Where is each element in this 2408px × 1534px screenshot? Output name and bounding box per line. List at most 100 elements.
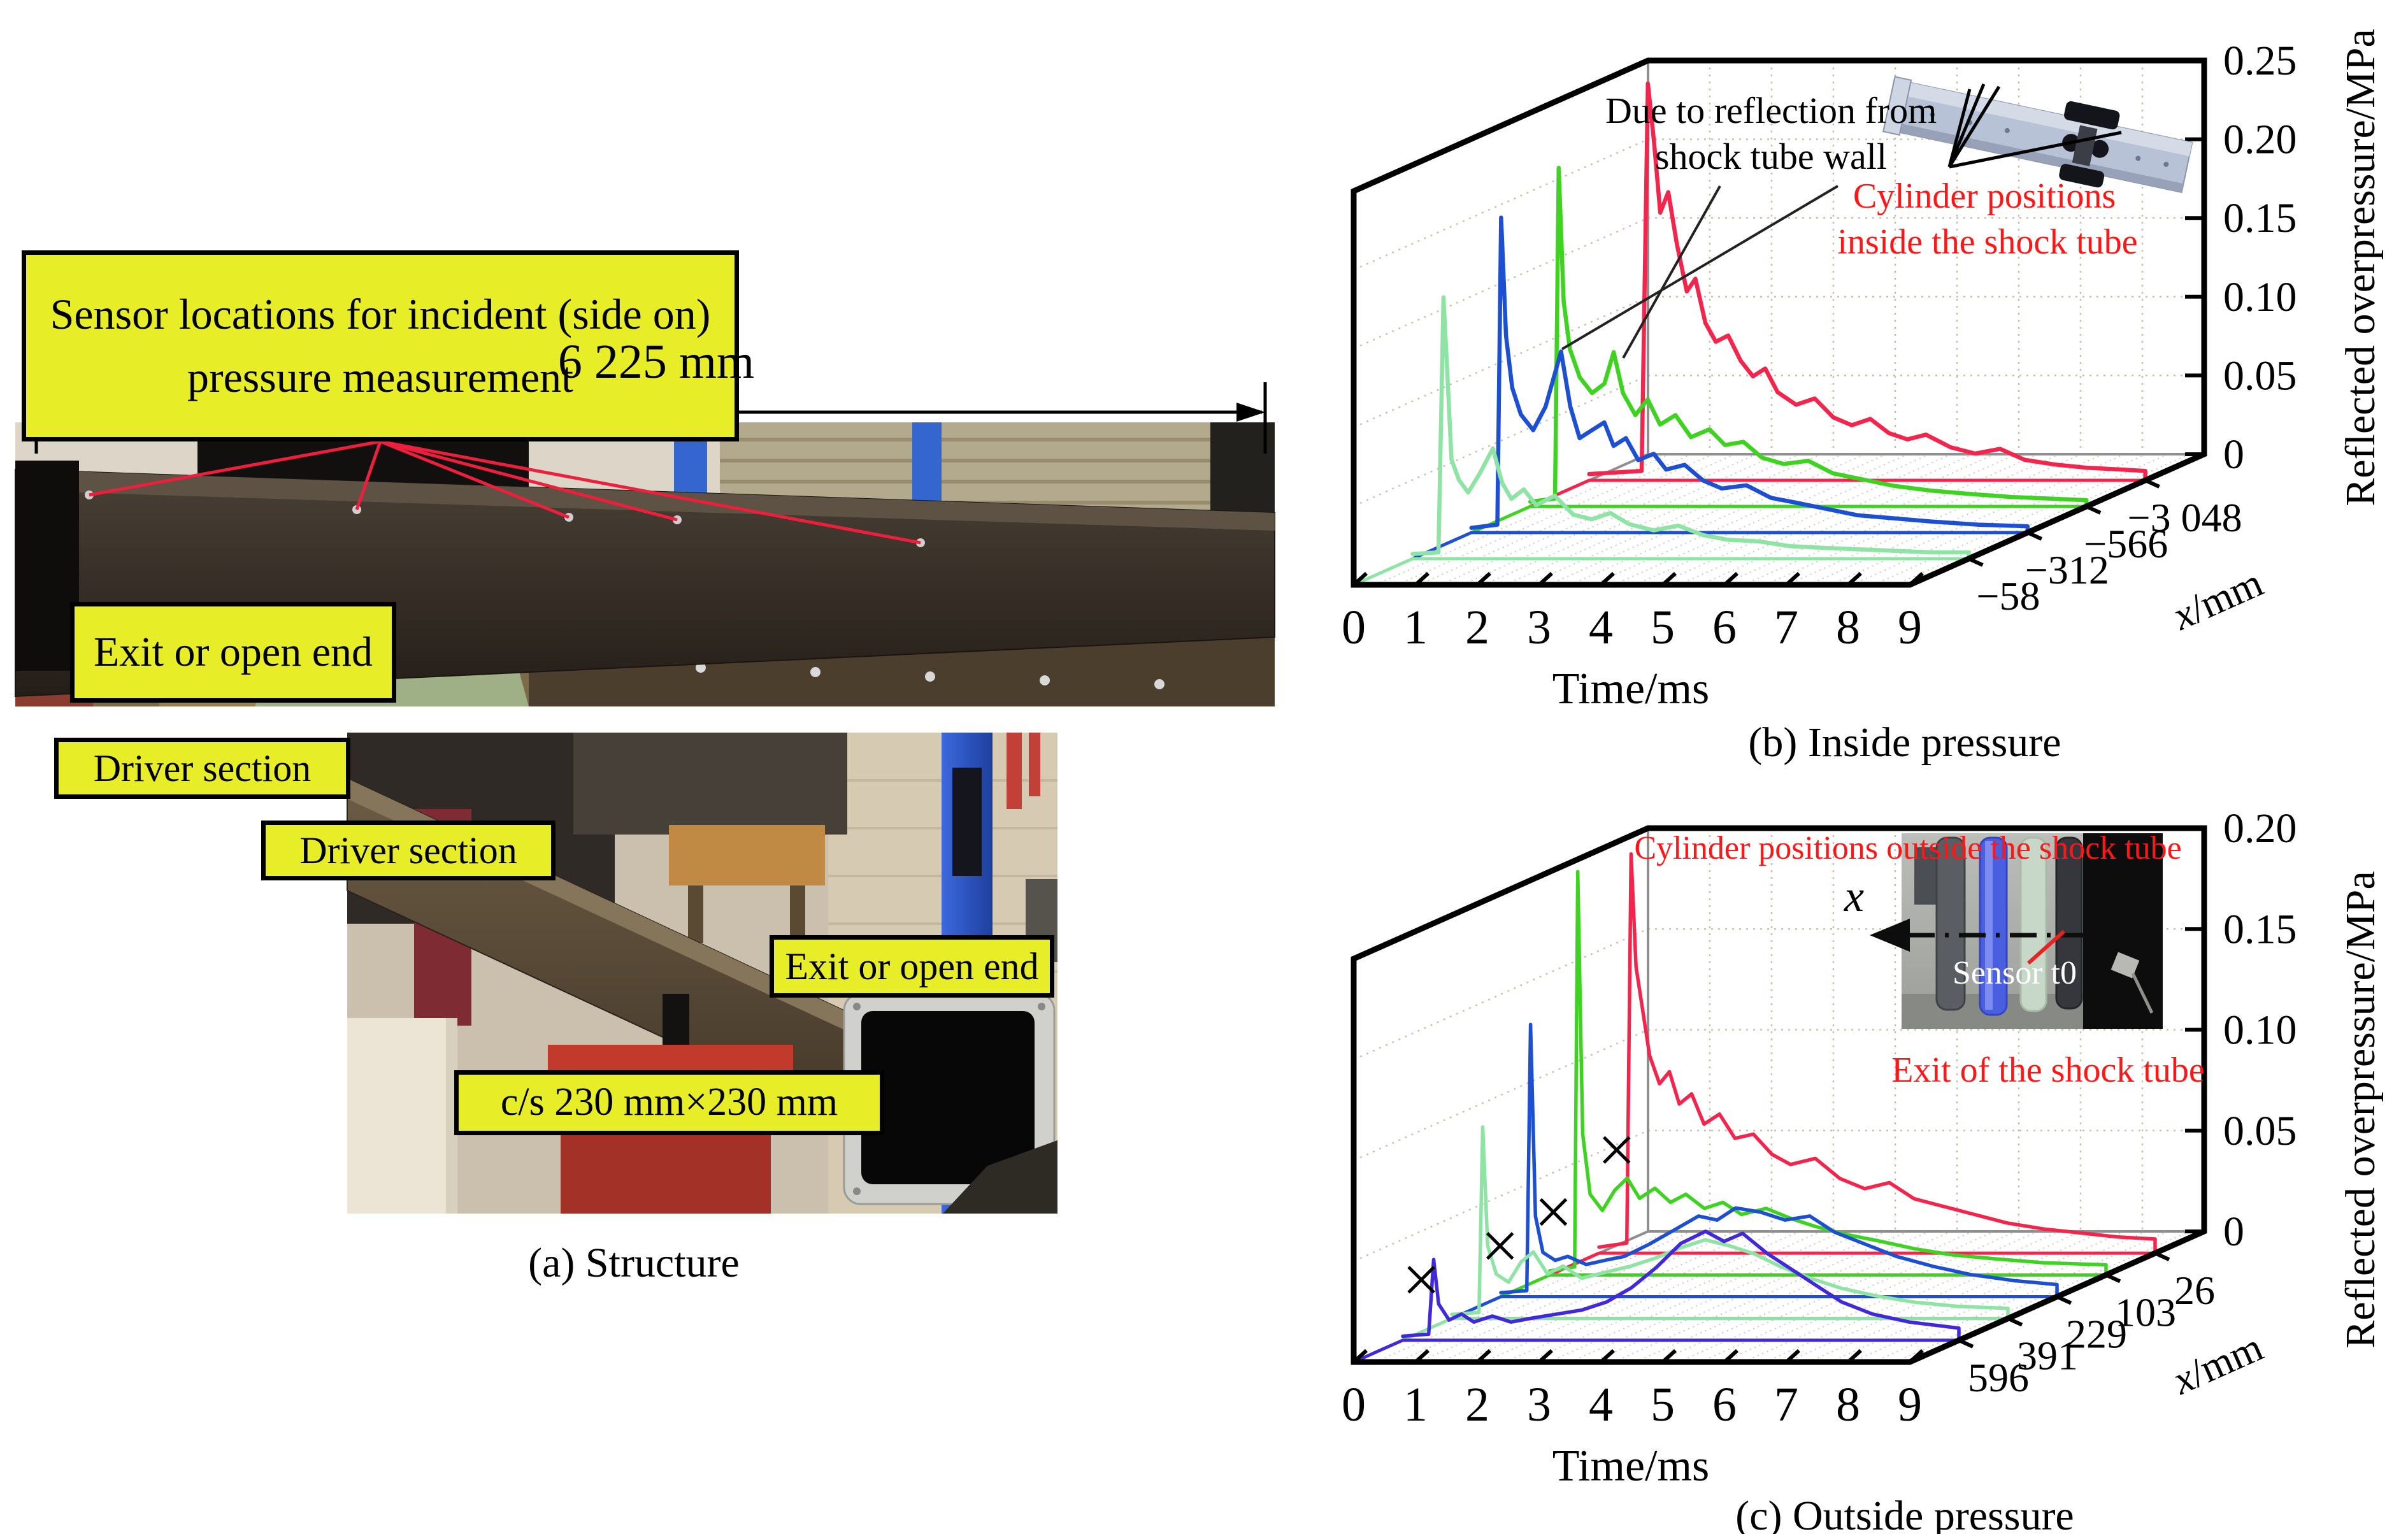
cross-section-label: c/s 230 mm×230 mm [454, 1070, 884, 1135]
inset-c-sensor-label: Sensor t0 [1953, 955, 2077, 991]
time-tick-label: 1 [1403, 601, 1428, 654]
time-tick-label: 7 [1774, 1378, 1798, 1431]
depth-axis-label: x/mm [2165, 559, 2269, 639]
y-axis-label-b: Reflected overpressure/MPa [2337, 29, 2384, 506]
inset-b-caption-line1: Cylinder positions [1853, 176, 2116, 216]
x-marker [1602, 1136, 1631, 1164]
z-tick-label: 0.20 [2223, 805, 2297, 852]
cylinder-1 [1935, 836, 1966, 1011]
z-tick-label: 0.05 [2223, 352, 2297, 399]
depth-tick-label: −58 [1976, 573, 2040, 619]
caption-a: (a) Structure [528, 1240, 740, 1286]
depth-tick-label: −3 048 [2128, 495, 2242, 540]
x-direction-arrow [1870, 919, 2083, 952]
time-tick-label: 0 [1342, 1378, 1366, 1431]
time-tick-label: 6 [1712, 1378, 1737, 1431]
time-tick-label: 0 [1342, 601, 1366, 654]
caption-c: (c) Outside pressure [1735, 1493, 2074, 1534]
depth-tick-label: −312 [2025, 547, 2109, 592]
depth-tick-label: −566 [2084, 521, 2168, 566]
exit-open-end-label-1: Exit or open end [70, 602, 396, 703]
inset-c-exit-label: Exit of the shock tube [1891, 1050, 2205, 1090]
cream-box [347, 1018, 455, 1214]
inset-shock-tube-render [1882, 76, 2193, 194]
time-tick-label: 2 [1465, 1378, 1489, 1431]
cylinder-position-pointer-lines [1947, 83, 2122, 169]
depth-tick-label: 391 [2017, 1333, 2078, 1379]
dimension-label: 6 225 mm [557, 335, 755, 389]
inset-cylinders-photo [1870, 833, 2163, 1029]
sensor-locations-label: Sensor locations for incident (side on) … [22, 250, 739, 441]
time-tick-label: 9 [1898, 601, 1922, 654]
reflection-annotation-lines [1561, 185, 1839, 359]
inset-c-title: Cylinder positions outside the shock tub… [1634, 830, 2182, 866]
driver-section-label-2: Driver section [261, 821, 555, 880]
series-curve-0 [1410, 295, 1971, 561]
arrowhead-right [1236, 403, 1265, 422]
time-tick-label: 7 [1774, 601, 1798, 654]
time-tick-label: 6 [1712, 601, 1737, 654]
series-curve-3 [1548, 870, 2108, 1277]
depth-tick-label: 103 [2115, 1289, 2176, 1335]
z-tick-label: 0.20 [2223, 117, 2297, 163]
z-tick-label: 0.15 [2223, 906, 2297, 952]
sensor-pointer-line [2027, 929, 2065, 965]
x-marker [1539, 1198, 1568, 1226]
sensor-locations-line1: Sensor locations for incident (side on) [50, 290, 711, 339]
y-axis-label-c: Reflected overpressure/MPa [2337, 871, 2384, 1349]
sensor-pointer-lines [89, 440, 921, 545]
workbench [669, 825, 825, 885]
z-tick-label: 0.10 [2223, 1007, 2297, 1054]
z-tick-label: 0.10 [2223, 274, 2297, 320]
x-marker [1407, 1266, 1435, 1294]
inset-c-x-label: x [1844, 872, 1865, 921]
cylinder-4 [2055, 836, 2083, 1010]
depth-axis-label: x/mm [2165, 1324, 2269, 1403]
z-tick-label: 0.15 [2223, 195, 2297, 241]
z-tick-label: 0.25 [2223, 38, 2297, 84]
series-curve-2 [1528, 166, 2089, 509]
depth-tick-label: 26 [2174, 1268, 2215, 1313]
arrowhead-x [1870, 919, 1910, 952]
time-tick-label: 9 [1898, 1378, 1922, 1431]
caption-b: (b) Inside pressure [1748, 719, 2061, 766]
series-curve-1 [1450, 1125, 2010, 1321]
axis-ticks-labels: 0 1 2 3 4 5 6 7 8 9−58−312−566−3 04800.050.100.15… [1342, 38, 2297, 654]
series-curve-0 [1401, 1229, 1961, 1342]
time-axis-label-c: Time/ms [1552, 1442, 1710, 1491]
inset-b-caption-line2: inside the shock tube [1837, 222, 2138, 262]
time-tick-label: 4 [1589, 1378, 1613, 1431]
depth-tick-label: 596 [1968, 1355, 2029, 1400]
z-tick-label: 0 [2223, 431, 2244, 478]
time-tick-label: 3 [1527, 601, 1551, 654]
series-curve-2 [1499, 1022, 2059, 1299]
time-tick-label: 3 [1527, 1378, 1551, 1431]
axis-ticks-labels: 0 1 2 3 4 5 6 7 8 95963912291032600.050.100.150.2… [1342, 805, 2297, 1431]
time-axis-label-b: Time/ms [1552, 664, 1710, 713]
time-tick-label: 4 [1589, 601, 1613, 654]
time-tick-label: 8 [1836, 601, 1860, 654]
driver-section-label-1: Driver section [54, 738, 350, 799]
free-field-sensor [2111, 952, 2154, 1014]
exit-opening [861, 1011, 1035, 1184]
time-tick-label: 5 [1651, 1378, 1675, 1431]
reflection-annotation-line1: Due to reflection from [1605, 90, 1937, 131]
z-tick-label: 0.05 [2223, 1108, 2297, 1154]
series-curve-4 [1597, 852, 2157, 1255]
tube-end-flange [15, 461, 79, 671]
series-curve-1 [1469, 215, 2030, 535]
depth-tick-label: 229 [2066, 1312, 2127, 1357]
cylinder-3-green [2019, 836, 2047, 1012]
z-tick-label: 0 [2223, 1208, 2244, 1255]
cylinder-fixture [2059, 101, 2120, 188]
sensor-locations-line2: pressure measurement [187, 353, 574, 401]
x-marker [1486, 1231, 1514, 1260]
time-tick-label: 2 [1465, 601, 1489, 654]
time-tick-label: 8 [1836, 1378, 1860, 1431]
series-curve-3 [1587, 81, 2147, 483]
time-tick-label: 1 [1403, 1378, 1428, 1431]
reflection-annotation-line2: shock tube wall [1654, 136, 1888, 177]
time-tick-label: 5 [1651, 601, 1675, 654]
